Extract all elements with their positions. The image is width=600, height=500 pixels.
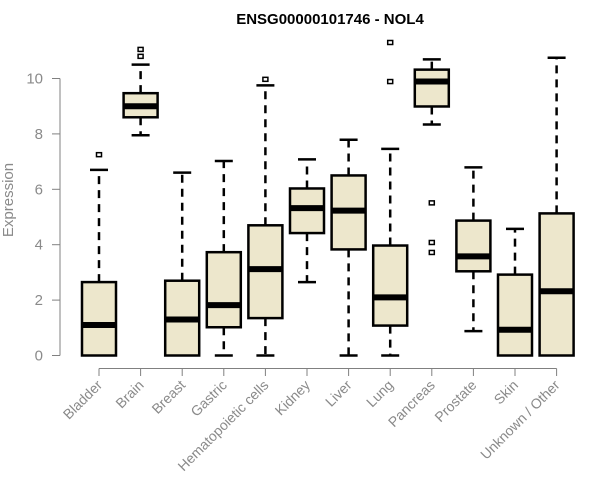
x-tick-label: Bladder	[60, 377, 106, 423]
x-tick-label: Breast	[148, 377, 188, 417]
box-iqr	[205, 250, 243, 329]
box-iqr	[371, 244, 409, 327]
box-iqr	[80, 280, 118, 357]
box-group	[455, 166, 492, 333]
box-group	[122, 46, 159, 137]
x-tick-label: Lung	[363, 377, 396, 410]
x-tick-label: Skin	[491, 377, 522, 408]
x-tick-label: Liver	[322, 377, 355, 410]
outlier-point	[428, 249, 436, 256]
x-tick-label: Prostate	[431, 377, 479, 425]
boxes	[80, 39, 575, 357]
box-group	[330, 138, 367, 357]
box-group	[538, 56, 575, 357]
box-group	[163, 171, 201, 357]
box-group	[247, 76, 284, 357]
y-tick-label: 6	[35, 181, 43, 198]
x-tick-label: Kidney	[272, 377, 314, 419]
outlier-point	[262, 76, 269, 83]
y-axis: 0 2 4 6 8 10	[26, 71, 61, 365]
outlier-point	[386, 78, 394, 85]
box-group	[288, 158, 326, 284]
box-group	[80, 151, 118, 357]
outlier-point	[95, 151, 103, 158]
y-axis-label: Expression	[0, 163, 17, 237]
box-group	[371, 39, 409, 357]
y-tick-label: 8	[35, 126, 43, 143]
box-iqr	[413, 68, 451, 108]
y-tick-label: 0	[35, 348, 43, 365]
x-tick-label: Brain	[112, 377, 146, 411]
outlier-point	[428, 200, 436, 206]
chart-title: ENSG00000101746 - NOL4	[236, 11, 424, 28]
box-group	[205, 159, 243, 357]
outlier-point	[137, 53, 144, 60]
box-group	[413, 58, 451, 256]
y-tick-label: 4	[35, 237, 43, 254]
y-tick-label: 10	[26, 71, 43, 88]
box-iqr	[455, 219, 492, 273]
box-iqr	[538, 212, 575, 357]
box-group	[496, 227, 534, 357]
outlier-point	[428, 239, 436, 246]
box-iqr	[496, 273, 534, 357]
outlier-point	[386, 39, 394, 46]
x-tick-label: Unknown / Other	[477, 377, 563, 463]
y-tick-label: 2	[35, 292, 43, 309]
outlier-point	[137, 46, 144, 53]
